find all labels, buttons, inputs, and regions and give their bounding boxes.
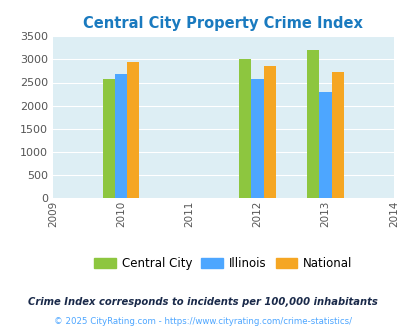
Legend: Central City, Illinois, National: Central City, Illinois, National [90,252,356,275]
Bar [115,74,127,198]
Text: Crime Index corresponds to incidents per 100,000 inhabitants: Crime Index corresponds to incidents per… [28,297,377,307]
Bar [307,50,319,198]
Bar [239,59,251,198]
Bar [251,79,263,198]
Bar [127,62,139,198]
Text: © 2025 CityRating.com - https://www.cityrating.com/crime-statistics/: © 2025 CityRating.com - https://www.city… [54,317,351,326]
Bar [319,92,331,198]
Bar [331,72,343,198]
Title: Central City Property Crime Index: Central City Property Crime Index [83,16,362,31]
Bar [102,79,115,198]
Bar [263,66,275,198]
